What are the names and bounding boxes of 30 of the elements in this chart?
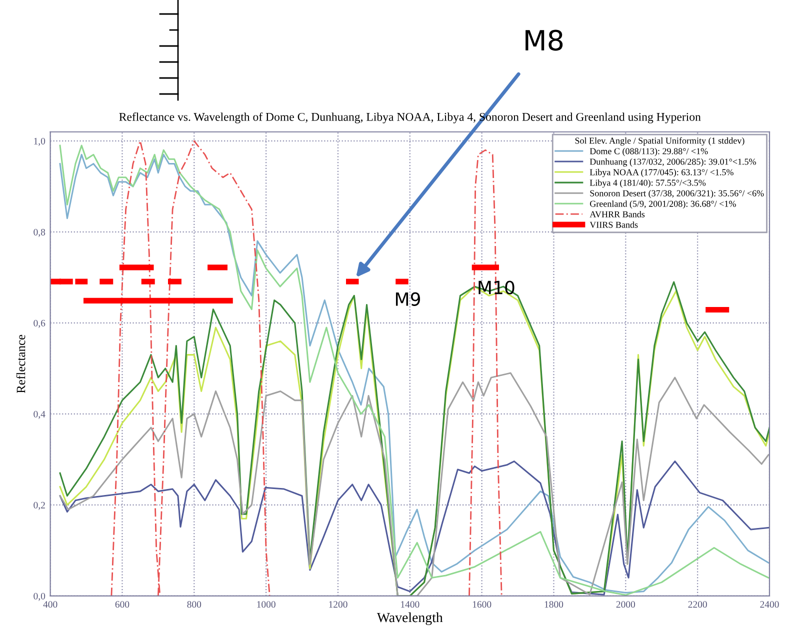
y-tick-label: 0,4 [34, 410, 46, 419]
legend-label: Dome C (088/113): 29.88°/ <1% [590, 148, 708, 156]
y-axis-title: Reflectance [16, 334, 26, 394]
legend-label: AVHRR Bands [590, 210, 645, 218]
y-tick-label: 1,0 [34, 138, 46, 146]
x-tick-label: 1600 [472, 601, 492, 608]
x-tick-label: 2200 [688, 601, 707, 608]
x-tick-label: 2400 [760, 601, 779, 608]
x-tick-label: 600 [115, 601, 130, 608]
x-tick-label: 2000 [616, 601, 636, 608]
legend-label: Libya NOAA (177/045): 63.13°/ <1.5% [590, 168, 734, 178]
y-tick-label: 0,8 [34, 228, 46, 237]
annotation: M9 [396, 292, 420, 306]
x-tick-label: 1000 [257, 601, 276, 608]
y-tick-label: 0,6 [34, 320, 46, 328]
legend-label: Libya 4 (181/40): 57.55°/<3.5% [590, 179, 706, 188]
legend-label: Dunhuang (137/032, 2006/285): 39.01°<1.5% [590, 158, 756, 167]
annotation: M8 [526, 30, 563, 51]
x-tick-label: 400 [43, 601, 58, 608]
y-tick-label: 0,0 [34, 592, 46, 601]
x-tick-label: 1200 [329, 601, 348, 608]
x-tick-label: 1400 [401, 601, 420, 608]
legend-label: VIIRS Bands [590, 221, 638, 228]
legend-label: Greenland (5/9, 2001/208): 36.68°/ <1% [590, 200, 736, 209]
x-axis-title: Wavelength [376, 612, 443, 626]
y-tick-label: 0,2 [34, 502, 45, 510]
legend-title: Sol Elev. Angle / Spatial Uniformity (1 stddev) [575, 137, 744, 146]
x-tick-label: 800 [187, 601, 202, 608]
legend-label: Sonoron Desert (37/38, 2006/321): 35.56°/ <6% [590, 190, 764, 198]
x-tick-label: 1800 [544, 601, 564, 608]
